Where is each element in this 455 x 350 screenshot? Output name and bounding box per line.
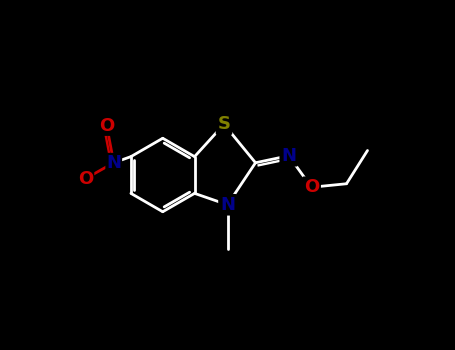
Text: S: S [217, 115, 231, 133]
Text: N: N [220, 196, 235, 214]
Text: O: O [304, 178, 319, 196]
Text: N: N [106, 154, 121, 172]
Text: N: N [281, 147, 296, 165]
Text: O: O [99, 117, 114, 135]
Text: O: O [78, 169, 93, 188]
